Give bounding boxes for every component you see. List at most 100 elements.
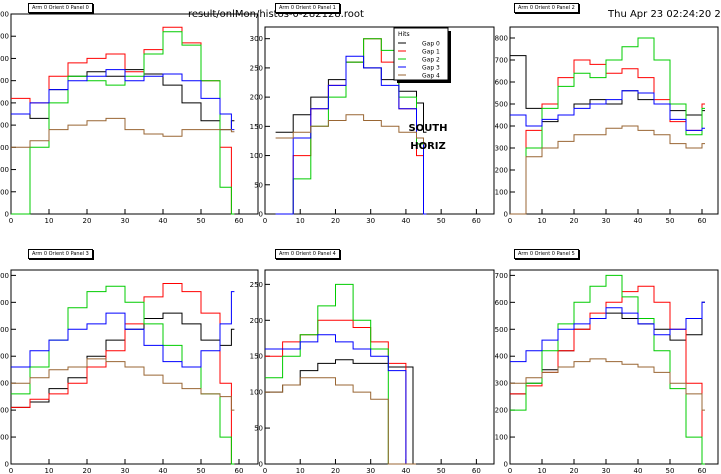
y-tick-label: 500 — [0, 99, 9, 107]
x-tick-label: 60 — [472, 217, 481, 225]
y-tick-label: 400 — [495, 353, 508, 361]
plot-frame — [264, 26, 495, 215]
panel-4: 0 10 20 30 40 50 60 0 50 100 150 200 250 — [250, 269, 495, 474]
x-tick-label: 60 — [235, 217, 244, 225]
y-tick-label: 200 — [0, 407, 9, 415]
x-tick-label: 30 — [121, 217, 130, 225]
y-tick-label: 50 — [254, 181, 263, 189]
legend-entry: Gap 4 — [422, 73, 440, 80]
x-tick-label: 30 — [602, 467, 611, 474]
y-tick-label: 0 — [259, 211, 263, 219]
x-tick-label: 60 — [698, 467, 707, 474]
x-tick-label: 50 — [197, 467, 206, 474]
x-tick-label: 20 — [83, 467, 92, 474]
x-tick-label: 40 — [401, 217, 410, 225]
y-tick-label: 400 — [495, 123, 508, 131]
x-tick-label: 40 — [159, 467, 168, 474]
y-tick-label: 500 — [495, 101, 508, 109]
y-tick-label: 0 — [504, 461, 508, 469]
x-tick-label: 50 — [197, 217, 206, 225]
y-tick-label: 0 — [5, 461, 9, 469]
x-tick-label: 10 — [296, 467, 305, 474]
x-tick-label: 40 — [634, 467, 643, 474]
series-gap-3 — [510, 301, 705, 363]
y-tick-label: 700 — [495, 272, 508, 280]
x-tick-label: 50 — [666, 217, 675, 225]
legend-entry: Gap 0 — [422, 41, 440, 48]
panel-title-4: Arm 0 Orient 0 Panel 4 — [275, 249, 340, 259]
series-gap-0 — [510, 301, 705, 395]
y-tick-label: 250 — [250, 281, 263, 289]
x-tick-label: 10 — [538, 217, 547, 225]
y-tick-label: 600 — [0, 299, 9, 307]
y-tick-label: 300 — [0, 380, 9, 388]
y-tick-label: 700 — [495, 57, 508, 65]
series-gap-4 — [275, 114, 427, 145]
panel-1: 0 10 20 30 40 50 60 0 50 100 150 200 250 300 — [250, 26, 495, 225]
y-tick-label: 900 — [0, 11, 9, 19]
x-tick-label: 0 — [9, 467, 13, 474]
date-time: Thu Apr 23 02:24:20 2009 — [608, 9, 721, 20]
y-tick-label: 300 — [495, 145, 508, 153]
x-tick-label: 60 — [235, 467, 244, 474]
plot-frame — [509, 269, 719, 465]
x-tick-label: 40 — [401, 467, 410, 474]
y-tick-label: 100 — [0, 188, 9, 196]
y-tick-label: 300 — [250, 35, 263, 43]
plot-frame — [264, 269, 495, 465]
series-gap-3 — [11, 291, 235, 368]
x-tick-label: 0 — [9, 217, 13, 225]
series-gap-2 — [510, 37, 705, 215]
y-tick-label: 400 — [0, 353, 9, 361]
x-tick-label: 20 — [570, 217, 579, 225]
x-tick-label: 10 — [296, 217, 305, 225]
panel-title-0: Arm 0 Orient 0 Panel 0 — [28, 3, 93, 13]
x-tick-label: 20 — [331, 217, 340, 225]
series-gap-4 — [510, 125, 705, 215]
panel-title-1: Arm 0 Orient 0 Panel 1 — [275, 3, 340, 13]
y-tick-label: 150 — [250, 123, 263, 131]
legend-entry: Gap 2 — [422, 57, 440, 64]
x-tick-label: 50 — [437, 467, 446, 474]
y-tick-label: 200 — [250, 317, 263, 325]
x-tick-label: 0 — [508, 217, 512, 225]
series-gap-3 — [510, 90, 705, 131]
y-tick-label: 100 — [250, 152, 263, 160]
x-tick-label: 50 — [437, 217, 446, 225]
x-tick-label: 0 — [263, 467, 267, 474]
series-gap-4 — [510, 358, 705, 411]
legend-entry: Gap 3 — [422, 65, 440, 72]
legend-entry: Gap 1 — [422, 49, 440, 56]
y-tick-label: 400 — [0, 122, 9, 130]
y-tick-label: 250 — [250, 64, 263, 72]
x-tick-label: 10 — [538, 467, 547, 474]
x-tick-label: 0 — [263, 217, 267, 225]
y-tick-label: 600 — [495, 299, 508, 307]
y-tick-label: 100 — [0, 434, 9, 442]
x-tick-label: 20 — [570, 467, 579, 474]
y-tick-label: 300 — [495, 380, 508, 388]
x-tick-label: 20 — [83, 217, 92, 225]
y-tick-label: 200 — [495, 167, 508, 175]
series-gap-4 — [11, 117, 235, 148]
x-tick-label: 50 — [666, 467, 675, 474]
file-name: result/onlMon/histos-0-282128.root — [188, 9, 364, 20]
plot-frame — [509, 26, 719, 215]
series-gap-2 — [11, 31, 235, 215]
y-tick-label: 200 — [0, 166, 9, 174]
x-tick-label: 10 — [45, 217, 54, 225]
y-tick-label: 600 — [0, 77, 9, 85]
y-tick-label: 700 — [0, 272, 9, 280]
plot-frame — [10, 13, 259, 215]
y-tick-label: 150 — [250, 353, 263, 361]
series-gap-1 — [11, 283, 235, 465]
y-tick-label: 300 — [0, 144, 9, 152]
y-tick-label: 700 — [0, 55, 9, 63]
x-tick-label: 60 — [698, 217, 707, 225]
panel-title-2: Arm 0 Orient 0 Panel 2 — [514, 3, 579, 13]
y-tick-label: 0 — [504, 211, 508, 219]
series-gap-4 — [11, 358, 235, 411]
